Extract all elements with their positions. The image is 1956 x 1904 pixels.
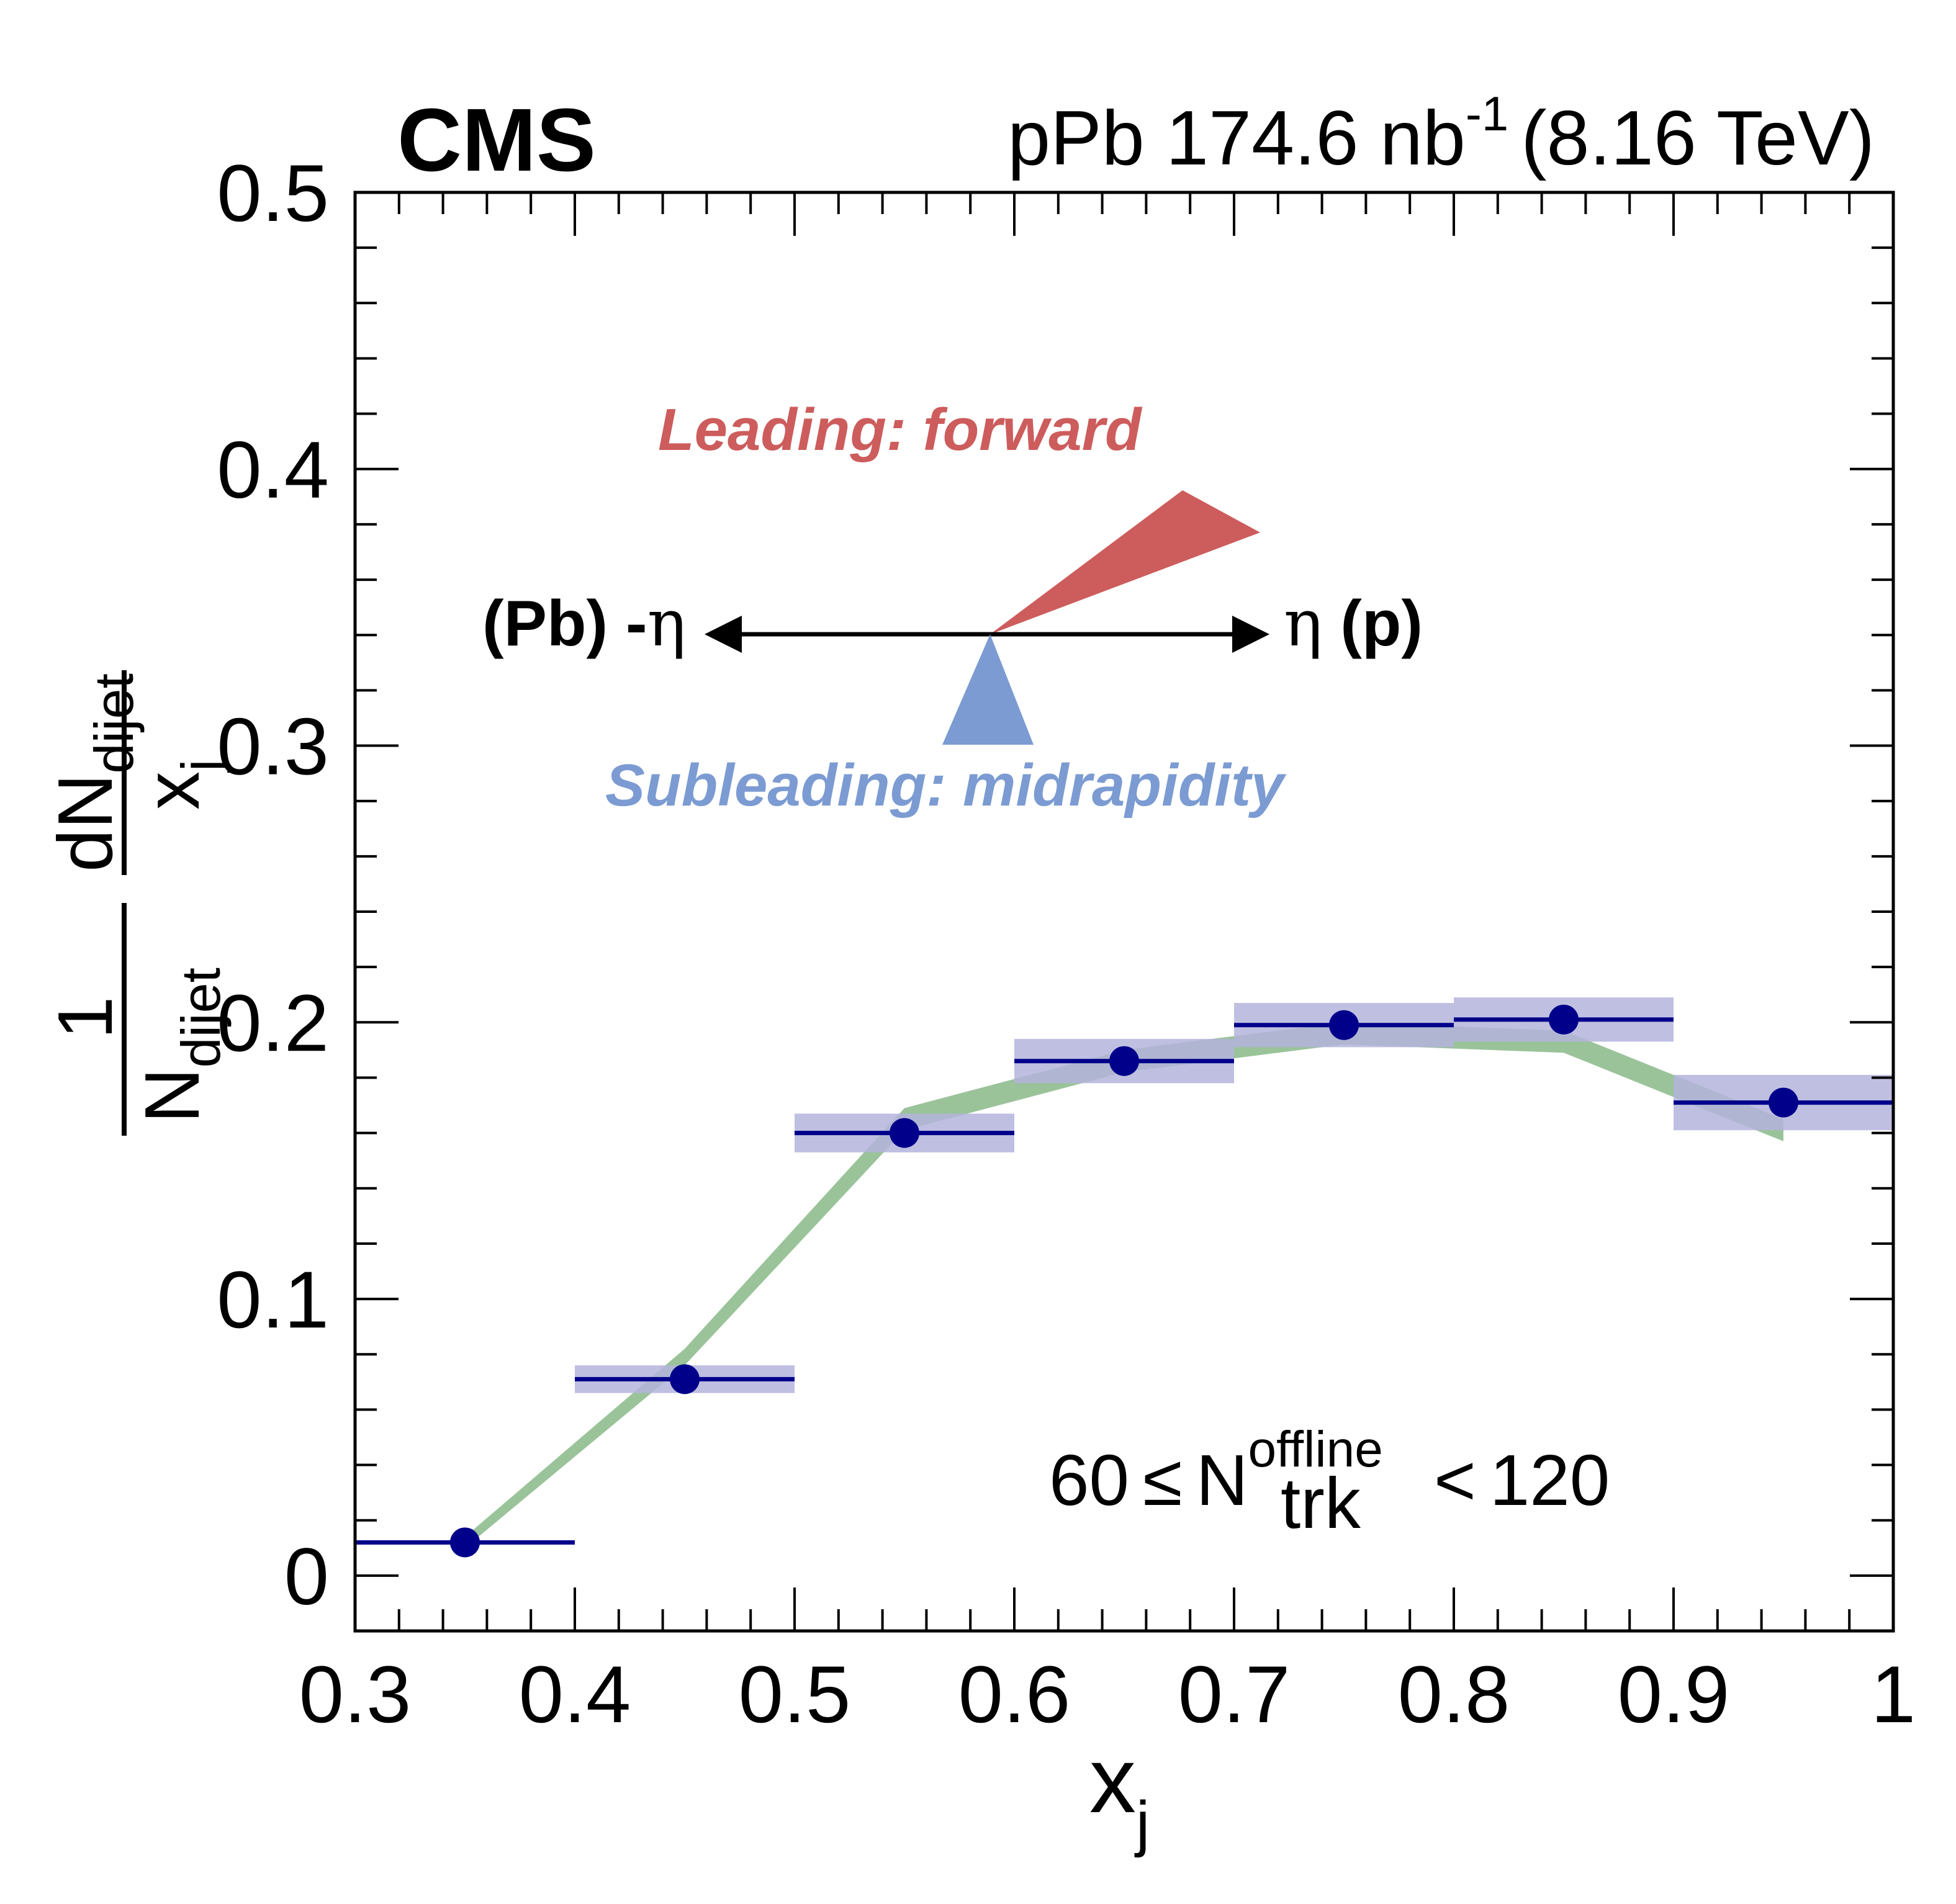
y-label-inner-numerator: dNdijet xyxy=(43,673,145,872)
data-point xyxy=(1769,1087,1798,1118)
axis-ticks xyxy=(354,191,1895,1632)
arrow-left-icon xyxy=(705,616,742,653)
y-tick-label: 0.5 xyxy=(217,148,329,238)
leading-label: Leading: forward xyxy=(658,397,1143,463)
data-point xyxy=(450,1527,480,1558)
p-direction-label: η (p) xyxy=(1284,585,1423,661)
data-point xyxy=(890,1118,919,1148)
y-label-outer-denominator: Ndijet xyxy=(130,968,232,1123)
subleading-jet-cone-icon xyxy=(942,634,1034,745)
x-tick-label: 0.7 xyxy=(1178,1649,1291,1740)
leading-jet-cone-icon xyxy=(990,490,1260,634)
data-point xyxy=(1109,1046,1139,1076)
multiplicity-condition: 60 ≤ Noffline xyxy=(1049,1421,1383,1520)
x-tick-label: 0.9 xyxy=(1618,1649,1730,1740)
x-axis-label: xj xyxy=(1089,1728,1150,1858)
y-tick-label: 0.1 xyxy=(217,1254,329,1345)
subleading-label: Subleading: midrapidity xyxy=(605,752,1287,819)
x-tick-label: 0.8 xyxy=(1398,1649,1510,1740)
x-tick-label: 0.4 xyxy=(519,1649,631,1740)
y-tick-label: 0.4 xyxy=(217,424,329,515)
x-tick-label: 0.6 xyxy=(958,1649,1071,1740)
y-label-outer-numerator: 1 xyxy=(43,997,128,1040)
model-band-layer xyxy=(465,1022,1783,1548)
energy-label: (8.16 TeV) xyxy=(1521,96,1875,181)
experiment-label: CMS xyxy=(397,90,596,190)
luminosity-label: pPb 174.6 nb-1 (8.16 TeV) xyxy=(1007,86,1875,181)
y-label-inner-denominator: xj xyxy=(130,759,232,810)
data-point xyxy=(1549,1004,1579,1035)
y-tick-label: 0 xyxy=(284,1531,329,1622)
arrow-right-icon xyxy=(1232,616,1269,653)
x-tick-label: 1 xyxy=(1871,1649,1916,1740)
data-point xyxy=(670,1364,700,1394)
pb-direction-label: (Pb) -η xyxy=(482,585,686,661)
multiplicity-condition-sub: trk xyxy=(1281,1463,1361,1543)
model-band xyxy=(465,1022,1783,1548)
data-points-layer xyxy=(355,1004,1893,1558)
systematic-band-layer xyxy=(575,997,1893,1393)
y-axis-label: 1 Ndijet dNdijet xj xyxy=(43,670,232,1136)
axis-tick-labels: 0.3 0.4 0.5 0.6 0.7 0.8 0.9 1 0 0.1 0.2 0.3 0.4 0.5 xyxy=(217,148,1916,1740)
x-tick-label: 0.3 xyxy=(299,1649,412,1740)
x-tick-label: 0.5 xyxy=(739,1649,851,1740)
multiplicity-condition-upper: <120 xyxy=(1434,1440,1610,1520)
data-point xyxy=(1329,1010,1359,1040)
y-tick-label: 0.2 xyxy=(217,977,329,1068)
y-tick-label: 0.3 xyxy=(217,701,329,792)
